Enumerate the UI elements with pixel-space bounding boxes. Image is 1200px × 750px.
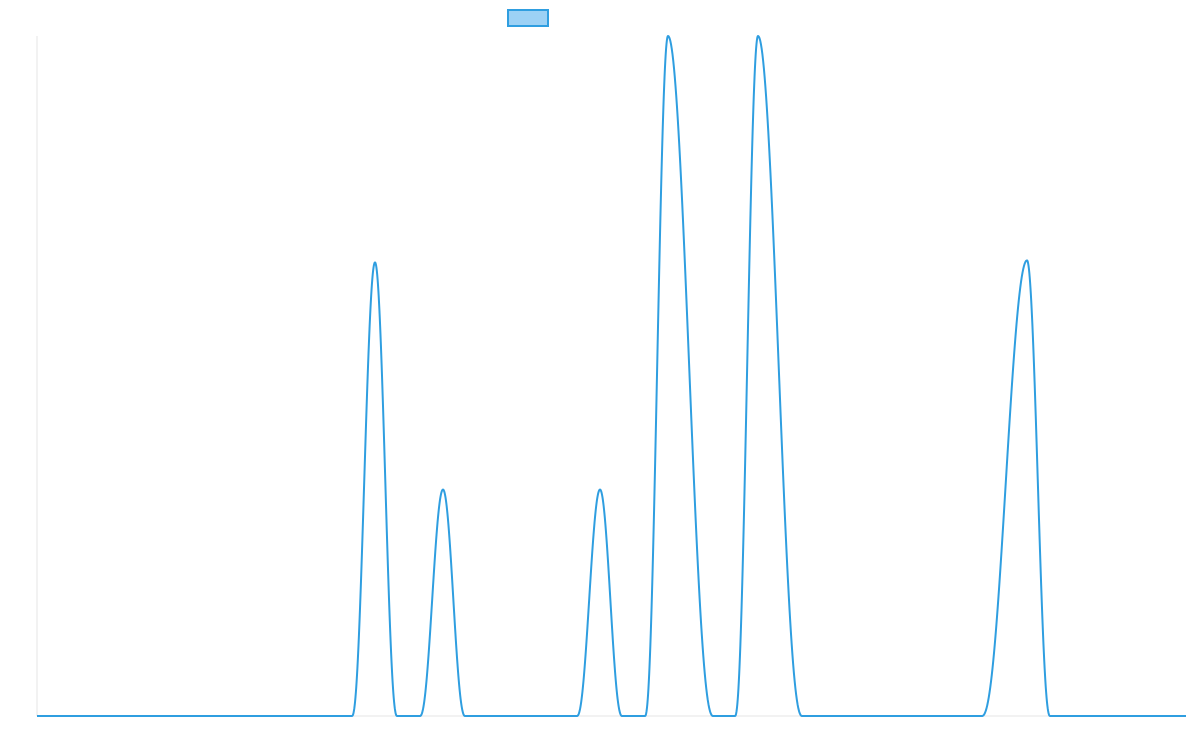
peak-point-1[interactable] <box>372 259 378 265</box>
legend[interactable] <box>507 9 549 27</box>
legend-swatch[interactable] <box>507 9 549 27</box>
peak-point-6[interactable] <box>1024 257 1030 263</box>
peak-point-5[interactable] <box>755 33 761 39</box>
series-line <box>37 35 1186 717</box>
peak-point-4[interactable] <box>665 33 671 39</box>
peak-point-3[interactable] <box>597 487 603 493</box>
series-layer <box>37 33 1186 717</box>
peak-point-2[interactable] <box>440 487 446 493</box>
